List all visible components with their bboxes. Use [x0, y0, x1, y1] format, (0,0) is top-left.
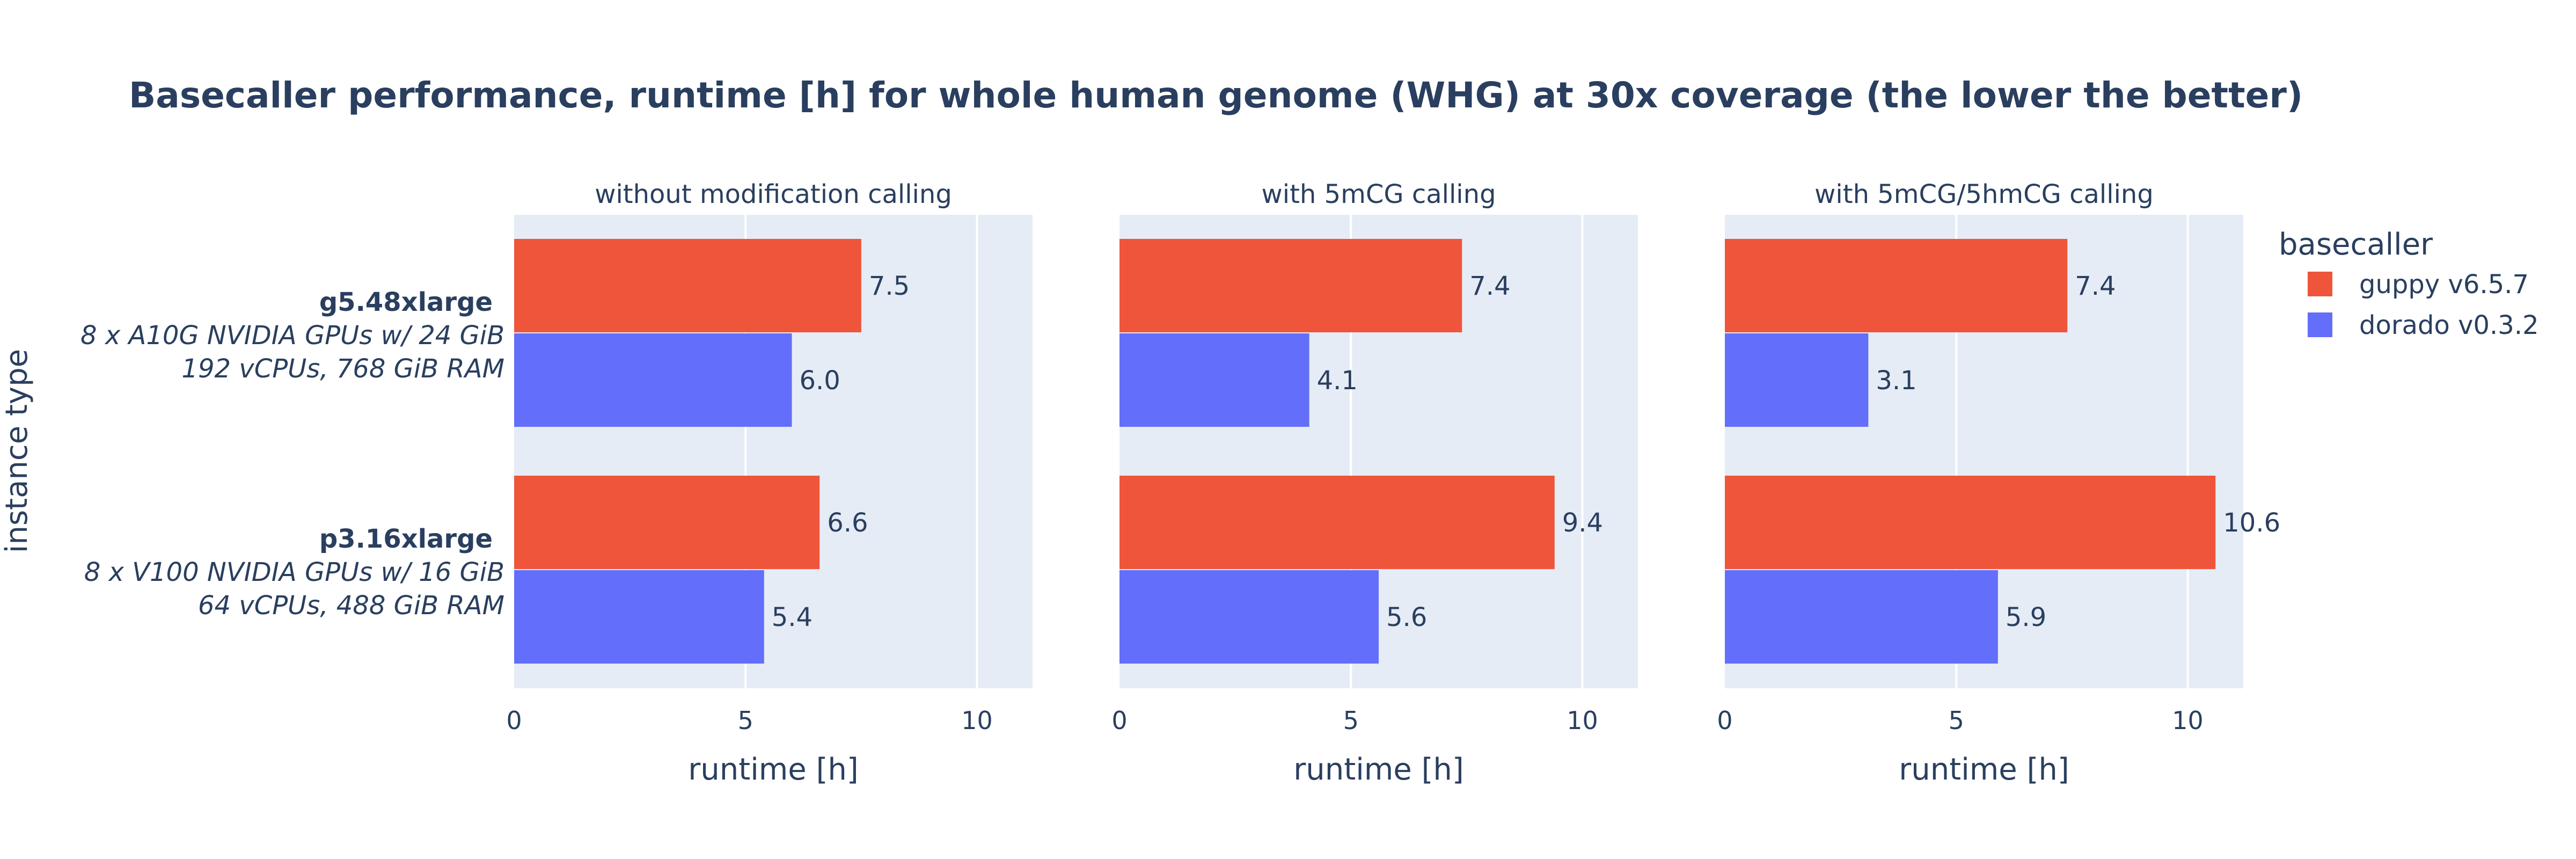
category-gpu: 8 x A10G NVIDIA GPUs w/ 24 GiB: [80, 321, 504, 351]
x-tick-label: 0: [1717, 706, 1732, 735]
x-tick-label: 10: [2172, 706, 2204, 735]
bar-value-label: 3.1: [1876, 366, 1916, 396]
bar-value-label: 7.4: [1469, 271, 1510, 301]
panel-title: without modification calling: [595, 179, 952, 209]
chart-title: Basecaller performance, runtime [h] for …: [129, 75, 2303, 116]
legend: basecaller guppy v6.5.7 dorado v0.3.2: [2279, 227, 2539, 340]
panel-1: without modification calling 7.5 6.6 6.0 5.4…: [506, 179, 1033, 787]
bar: [514, 239, 861, 332]
x-axis-label: runtime [h]: [1293, 752, 1464, 787]
bar-value-label: 4.1: [1317, 366, 1358, 396]
x-axis-label: runtime [h]: [688, 752, 859, 787]
legend-entry: guppy v6.5.7: [2359, 270, 2529, 300]
category-labels: g5.48xlarge 8 x A10G NVIDIA GPUs w/ 24 Gi…: [80, 287, 504, 621]
legend-title: basecaller: [2279, 227, 2433, 262]
bar: [1725, 476, 2216, 569]
bar-value-label: 5.9: [2006, 602, 2046, 632]
x-tick-label: 0: [506, 706, 522, 735]
category-name: p3.16xlarge: [319, 524, 493, 554]
bar: [1119, 476, 1555, 569]
bar: [1725, 239, 2068, 332]
x-tick-label: 10: [961, 706, 993, 735]
bar: [514, 476, 820, 569]
bar: [514, 333, 792, 427]
x-tick-label: 5: [1949, 706, 1964, 735]
x-tick-label: 5: [738, 706, 753, 735]
bar-value-label: 5.6: [1386, 602, 1427, 632]
legend-entry: dorado v0.3.2: [2359, 310, 2539, 340]
x-tick-label: 0: [1111, 706, 1127, 735]
bar: [1119, 570, 1379, 664]
category-name: g5.48xlarge: [319, 287, 493, 317]
y-axis-label: instance type: [0, 349, 34, 553]
category-gpu: 8 x V100 NVIDIA GPUs w/ 16 GiB: [84, 557, 504, 587]
panel-2: with 5mCG calling 7.4 9.4 4.1 5.6 0 5 10 runtime…: [1111, 179, 1638, 787]
x-axis-label: runtime [h]: [1899, 752, 2069, 787]
bar-value-label: 9.4: [1562, 508, 1603, 538]
bar-value-label: 7.4: [2075, 271, 2116, 301]
legend-swatch: [2308, 272, 2332, 296]
panel-title: with 5mCG/5hmCG calling: [1814, 179, 2154, 209]
x-tick-label: 5: [1343, 706, 1359, 735]
bar-value-label: 6.0: [800, 366, 840, 396]
x-tick-label: 10: [1567, 706, 1598, 735]
category-cpu: 64 vCPUs, 488 GiB RAM: [198, 591, 504, 621]
bar: [1119, 333, 1309, 427]
chart-panels: without modification calling 7.5 6.6 6.0 5.4…: [506, 179, 2280, 787]
bar-value-label: 6.6: [827, 508, 868, 538]
bar: [514, 570, 764, 664]
bar-value-label: 10.6: [2223, 508, 2280, 538]
category-cpu: 192 vCPUs, 768 GiB RAM: [181, 354, 504, 384]
panel-3: with 5mCG/5hmCG calling 7.4 10.6 3.1 5.9 0 5 10…: [1717, 179, 2280, 787]
bar-value-label: 7.5: [869, 271, 910, 301]
bar: [1725, 333, 1869, 427]
bar: [1119, 239, 1462, 332]
bar: [1725, 570, 1998, 664]
legend-swatch: [2308, 312, 2332, 337]
panel-title: with 5mCG calling: [1261, 179, 1496, 209]
bar-value-label: 5.4: [772, 602, 813, 632]
